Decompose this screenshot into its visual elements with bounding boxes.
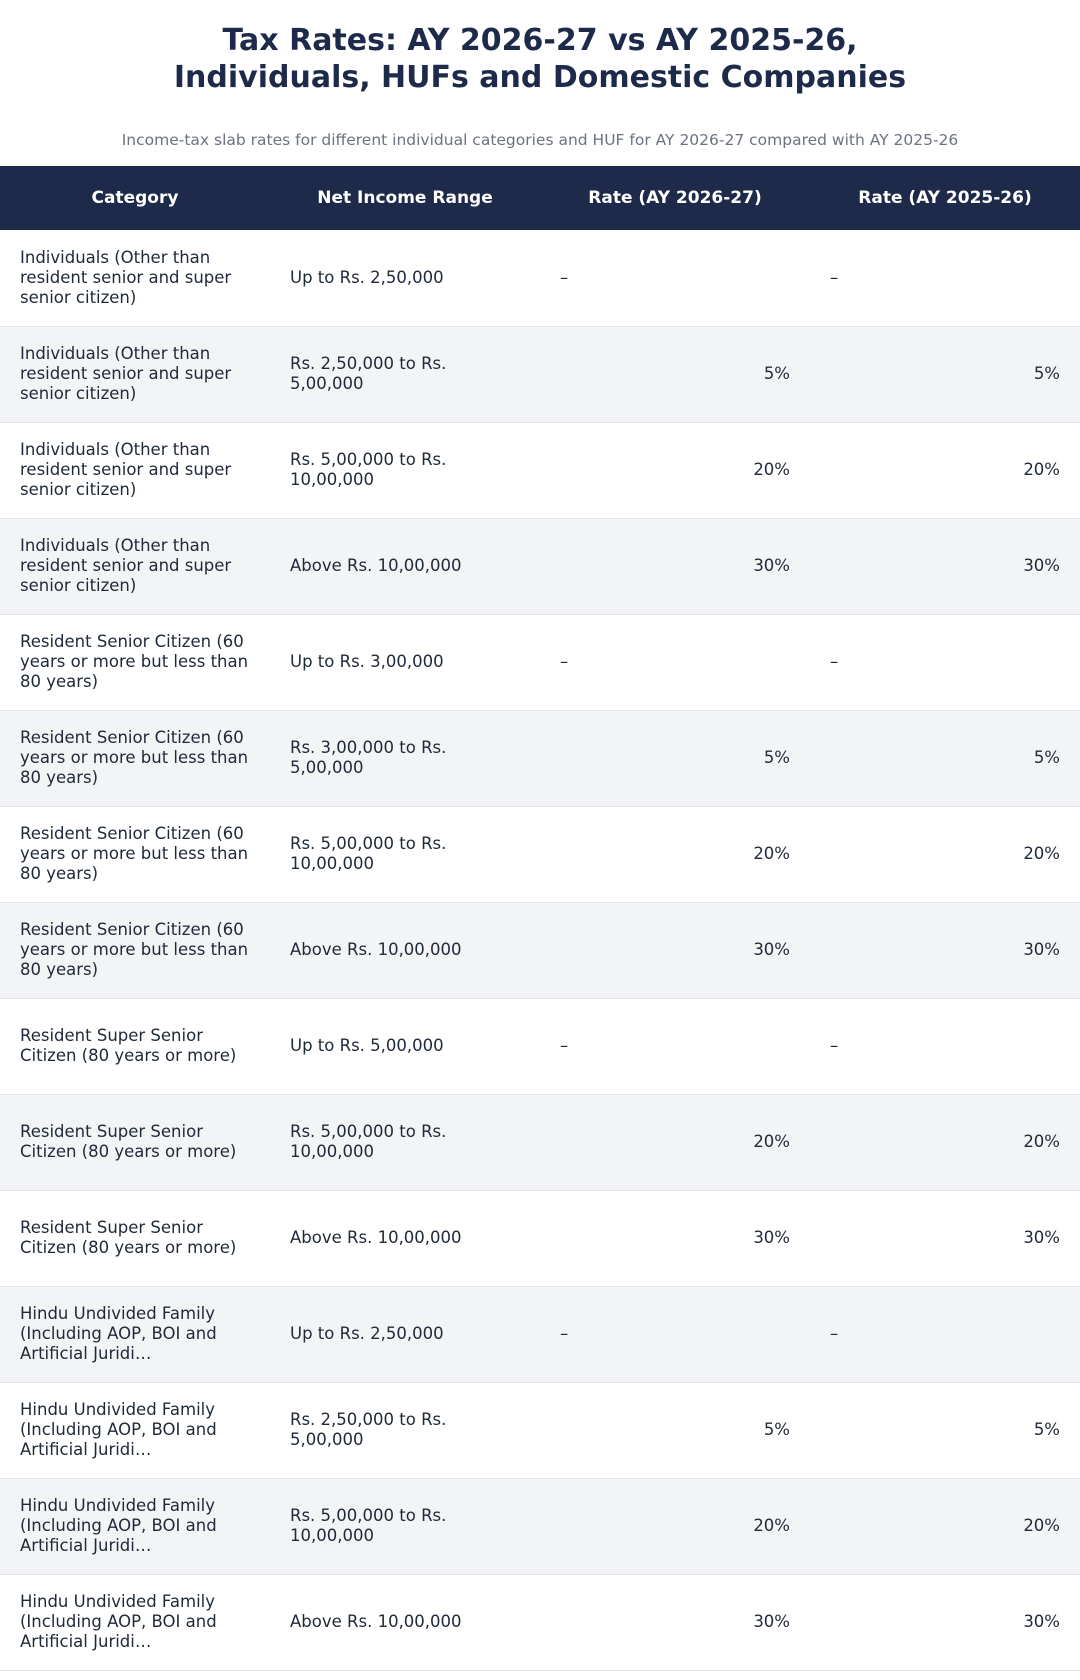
table-row: Resident Senior Citizen (60 years or mor…: [0, 614, 1080, 710]
cell-category: Resident Super Senior Citizen (80 years …: [20, 1218, 237, 1257]
table-row: Resident Super Senior Citizen (80 years …: [0, 1190, 1080, 1286]
cell-rate-2026-27: –: [560, 652, 569, 671]
cell-income-range: Above Rs. 10,00,000: [290, 1612, 462, 1631]
cell-category: Individuals (Other than resident senior …: [20, 344, 232, 403]
cell-category: Resident Super Senior Citizen (80 years …: [20, 1122, 237, 1161]
cell-income-range: Rs. 2,50,000 to Rs. 5,00,000: [290, 354, 447, 393]
cell-income-range: Rs. 2,50,000 to Rs. 5,00,000: [290, 1410, 447, 1449]
cell-rate-2025-26: 20%: [1023, 1132, 1060, 1151]
cell-category: Individuals (Other than resident senior …: [20, 247, 232, 307]
cell-category: Individuals (Other than resident senior …: [20, 536, 232, 595]
cell-rate-2025-26: 5%: [1033, 364, 1060, 383]
cell-income-range: Up to Rs. 5,00,000: [290, 1036, 444, 1055]
table-row: Individuals (Other than resident senior …: [0, 326, 1080, 422]
cell-category: Resident Senior Citizen (60 years or mor…: [20, 824, 249, 883]
cell-rate-2026-27: 30%: [753, 1612, 790, 1631]
column-header-income-range: Net Income Range: [317, 188, 493, 208]
cell-rate-2025-26: –: [830, 1324, 839, 1343]
table-row: Hindu Undivided Family (Including AOP, B…: [0, 1574, 1080, 1670]
cell-rate-2026-27: 5%: [763, 748, 790, 767]
cell-rate-2025-26: 30%: [1023, 1612, 1060, 1631]
cell-income-range: Above Rs. 10,00,000: [290, 556, 462, 575]
page-title-line-2: Individuals, HUFs and Domestic Companies: [173, 60, 907, 95]
column-header-rate-2025-26: Rate (AY 2025-26): [858, 188, 1032, 208]
cell-rate-2026-27: –: [560, 1324, 569, 1343]
table-row: Resident Senior Citizen (60 years or mor…: [0, 806, 1080, 902]
cell-rate-2026-27: 20%: [753, 1132, 790, 1151]
cell-rate-2025-26: 30%: [1023, 1228, 1060, 1247]
cell-rate-2026-27: 30%: [753, 940, 790, 959]
cell-category: Resident Senior Citizen (60 years or mor…: [20, 632, 249, 691]
cell-rate-2026-27: 20%: [753, 844, 790, 863]
table-row: Hindu Undivided Family (Including AOP, B…: [0, 1478, 1080, 1574]
cell-income-range: Up to Rs. 3,00,000: [290, 652, 444, 671]
table-row: Hindu Undivided Family (Including AOP, B…: [0, 1382, 1080, 1478]
table-header: Category Net Income Range Rate (AY 2026-…: [0, 166, 1080, 230]
cell-rate-2026-27: 30%: [753, 1228, 790, 1247]
cell-rate-2026-27: 20%: [753, 460, 790, 479]
cell-rate-2026-27: –: [560, 1036, 569, 1055]
cell-income-range: Rs. 5,00,000 to Rs. 10,00,000: [290, 1122, 447, 1161]
cell-rate-2025-26: 30%: [1023, 940, 1060, 959]
table-row: Individuals (Other than resident senior …: [0, 518, 1080, 614]
cell-rate-2025-26: 20%: [1023, 844, 1060, 863]
cell-rate-2026-27: 30%: [753, 556, 790, 575]
cell-rate-2025-26: 30%: [1023, 556, 1060, 575]
cell-rate-2025-26: 5%: [1033, 748, 1060, 767]
column-header-rate-2026-27: Rate (AY 2026-27): [588, 188, 762, 208]
cell-income-range: Up to Rs. 2,50,000: [290, 1324, 444, 1343]
column-header-category: Category: [91, 188, 179, 208]
page-title-line-1: Tax Rates: AY 2026-27 vs AY 2025-26,: [222, 23, 858, 58]
cell-rate-2025-26: –: [830, 652, 839, 671]
title-block: Tax Rates: AY 2026-27 vs AY 2025-26, Ind…: [0, 0, 1080, 115]
cell-category: Hindu Undivided Family (Including AOP, B…: [20, 1496, 217, 1555]
cell-category: Resident Senior Citizen (60 years or mor…: [20, 728, 249, 787]
table-row: Resident Super Senior Citizen (80 years …: [0, 1094, 1080, 1190]
cell-rate-2025-26: 5%: [1033, 1420, 1060, 1439]
cell-category: Hindu Undivided Family (Including AOP, B…: [20, 1592, 217, 1651]
cell-rate-2026-27: 5%: [763, 364, 790, 383]
cell-income-range: Rs. 5,00,000 to Rs. 10,00,000: [290, 834, 447, 873]
cell-income-range: Rs. 5,00,000 to Rs. 10,00,000: [290, 450, 447, 489]
table-body: Individuals (Other than resident senior …: [0, 230, 1080, 1670]
cell-rate-2025-26: –: [830, 267, 839, 287]
cell-rate-2025-26: 20%: [1023, 1516, 1060, 1535]
table-row: Resident Senior Citizen (60 years or mor…: [0, 902, 1080, 998]
cell-category: Hindu Undivided Family (Including AOP, B…: [20, 1304, 217, 1363]
tax-rates-table: Category Net Income Range Rate (AY 2026-…: [0, 166, 1080, 1671]
cell-category: Hindu Undivided Family (Including AOP, B…: [20, 1400, 217, 1459]
cell-category: Resident Super Senior Citizen (80 years …: [20, 1026, 237, 1065]
page-subtitle: Income-tax slab rates for different indi…: [121, 131, 959, 149]
table-row: Individuals (Other than resident senior …: [0, 230, 1080, 326]
cell-category: Resident Senior Citizen (60 years or mor…: [20, 920, 249, 979]
table-row: Resident Senior Citizen (60 years or mor…: [0, 710, 1080, 806]
table-row: Individuals (Other than resident senior …: [0, 422, 1080, 518]
header-row: Category Net Income Range Rate (AY 2026-…: [0, 166, 1080, 230]
table-row: Hindu Undivided Family (Including AOP, B…: [0, 1286, 1080, 1382]
cell-category: Individuals (Other than resident senior …: [20, 440, 232, 499]
cell-rate-2025-26: 20%: [1023, 460, 1060, 479]
cell-income-range: Rs. 3,00,000 to Rs. 5,00,000: [290, 738, 447, 777]
cell-income-range: Rs. 5,00,000 to Rs. 10,00,000: [290, 1506, 447, 1545]
cell-rate-2026-27: 20%: [753, 1516, 790, 1535]
cell-income-range: Above Rs. 10,00,000: [290, 1228, 462, 1247]
cell-income-range: Above Rs. 10,00,000: [290, 940, 462, 959]
table-row: Resident Super Senior Citizen (80 years …: [0, 998, 1080, 1094]
cell-income-range: Up to Rs. 2,50,000: [290, 267, 444, 287]
cell-rate-2025-26: –: [830, 1036, 839, 1055]
cell-rate-2026-27: –: [560, 267, 569, 287]
cell-rate-2026-27: 5%: [763, 1420, 790, 1439]
